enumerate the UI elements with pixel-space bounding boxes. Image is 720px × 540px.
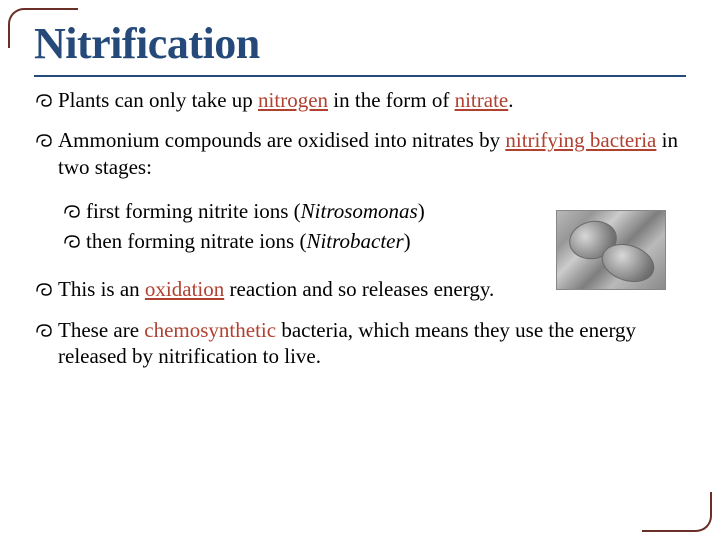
bullet-glyph-icon xyxy=(34,87,54,113)
bullet: Plants can only take up nitrogen in the … xyxy=(34,87,686,113)
title-underline xyxy=(34,75,686,77)
keyword: chemosynthetic xyxy=(144,318,276,342)
bullet-glyph-icon xyxy=(62,228,82,254)
keyword: nitrate xyxy=(455,88,509,112)
keyword: nitrifying bacteria xyxy=(505,128,656,152)
slide: Nitrification Plants can only take up ni… xyxy=(0,0,720,540)
slide-title: Nitrification xyxy=(34,18,686,69)
bullet-text: Ammonium compounds are oxidised into nit… xyxy=(58,127,686,180)
keyword: oxidation xyxy=(145,277,224,301)
bullet-glyph-icon xyxy=(34,317,54,343)
keyword: nitrogen xyxy=(258,88,328,112)
bacteria-micrograph-image xyxy=(556,210,666,290)
bullet-glyph-icon xyxy=(62,198,82,224)
bullet-glyph-icon xyxy=(34,127,54,153)
bullet-glyph-icon xyxy=(34,276,54,302)
bullet: These are chemosynthetic bacteria, which… xyxy=(34,317,686,370)
bullet-text: Plants can only take up nitrogen in the … xyxy=(58,87,686,113)
bullet: Ammonium compounds are oxidised into nit… xyxy=(34,127,686,180)
corner-accent-bottom-right xyxy=(642,492,712,532)
bullet-text: These are chemosynthetic bacteria, which… xyxy=(58,317,686,370)
